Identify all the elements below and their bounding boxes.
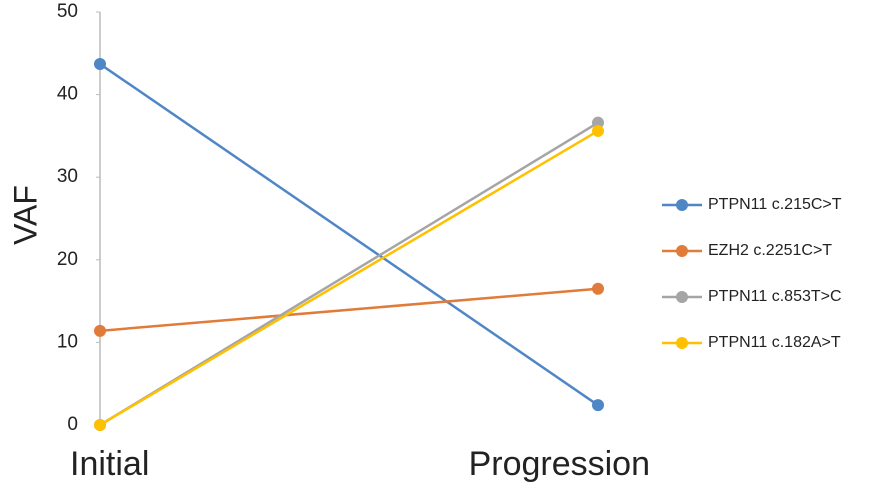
point [592, 399, 604, 412]
point [94, 419, 106, 431]
legend-marker [676, 199, 688, 211]
point [94, 58, 106, 71]
legend-label: PTPN11 c.182A>T [708, 334, 841, 351]
y-tick-label: 30 [57, 166, 78, 187]
y-tick-label: 20 [57, 249, 78, 270]
series-line [99, 287, 599, 333]
y-axis-label: VAF [7, 185, 43, 245]
legend-marker [676, 291, 688, 303]
y-tick-label: 0 [67, 414, 78, 435]
legend-marker [676, 245, 688, 257]
legend-label: EZH2 c.2251C>T [708, 242, 832, 259]
y-tick-label: 40 [57, 84, 78, 105]
legend-marker [676, 337, 688, 349]
x-tick-label: Progression [469, 445, 650, 483]
y-tick-label: 10 [57, 331, 78, 352]
point [94, 324, 106, 337]
point [592, 124, 604, 137]
series-line [99, 129, 599, 427]
point [592, 282, 604, 295]
x-tick-label: Initial [70, 445, 149, 483]
point [592, 116, 604, 129]
legend-label: PTPN11 c.215C>T [708, 196, 842, 213]
y-tick-label: 50 [57, 1, 78, 22]
legend-label: PTPN11 c.853T>C [708, 288, 842, 305]
series-line [99, 63, 599, 407]
